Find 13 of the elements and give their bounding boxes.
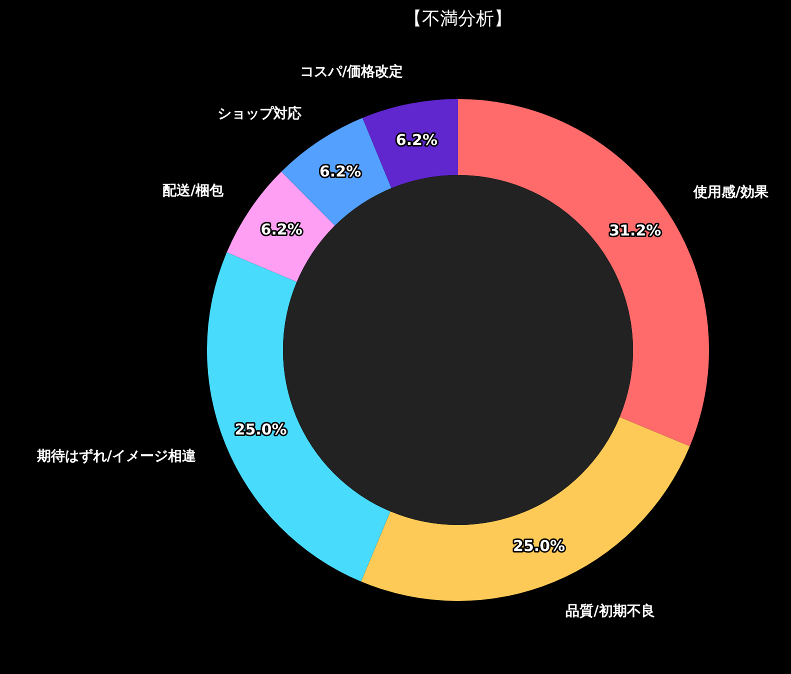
slice-label: 期待はずれ/イメージ相違	[36, 448, 197, 464]
data-label: 25.0%	[234, 420, 287, 438]
data-label: 6.2%	[260, 220, 302, 239]
data-label: 31.2%	[609, 222, 662, 240]
data-label: 25.0%	[513, 536, 566, 555]
data-label: 6.2%	[319, 162, 362, 180]
data-label: 6.2%	[396, 130, 438, 149]
slice-label: 使用感/効果	[692, 184, 770, 201]
slice-label: 配送/梱包	[162, 183, 225, 200]
slice-label: ショップ対応	[218, 104, 302, 122]
slice-label: 品質/初期不良	[566, 602, 655, 620]
slice-label: コスパ/価格改定	[300, 63, 404, 80]
chart-title: 【不満分析】	[404, 8, 512, 30]
